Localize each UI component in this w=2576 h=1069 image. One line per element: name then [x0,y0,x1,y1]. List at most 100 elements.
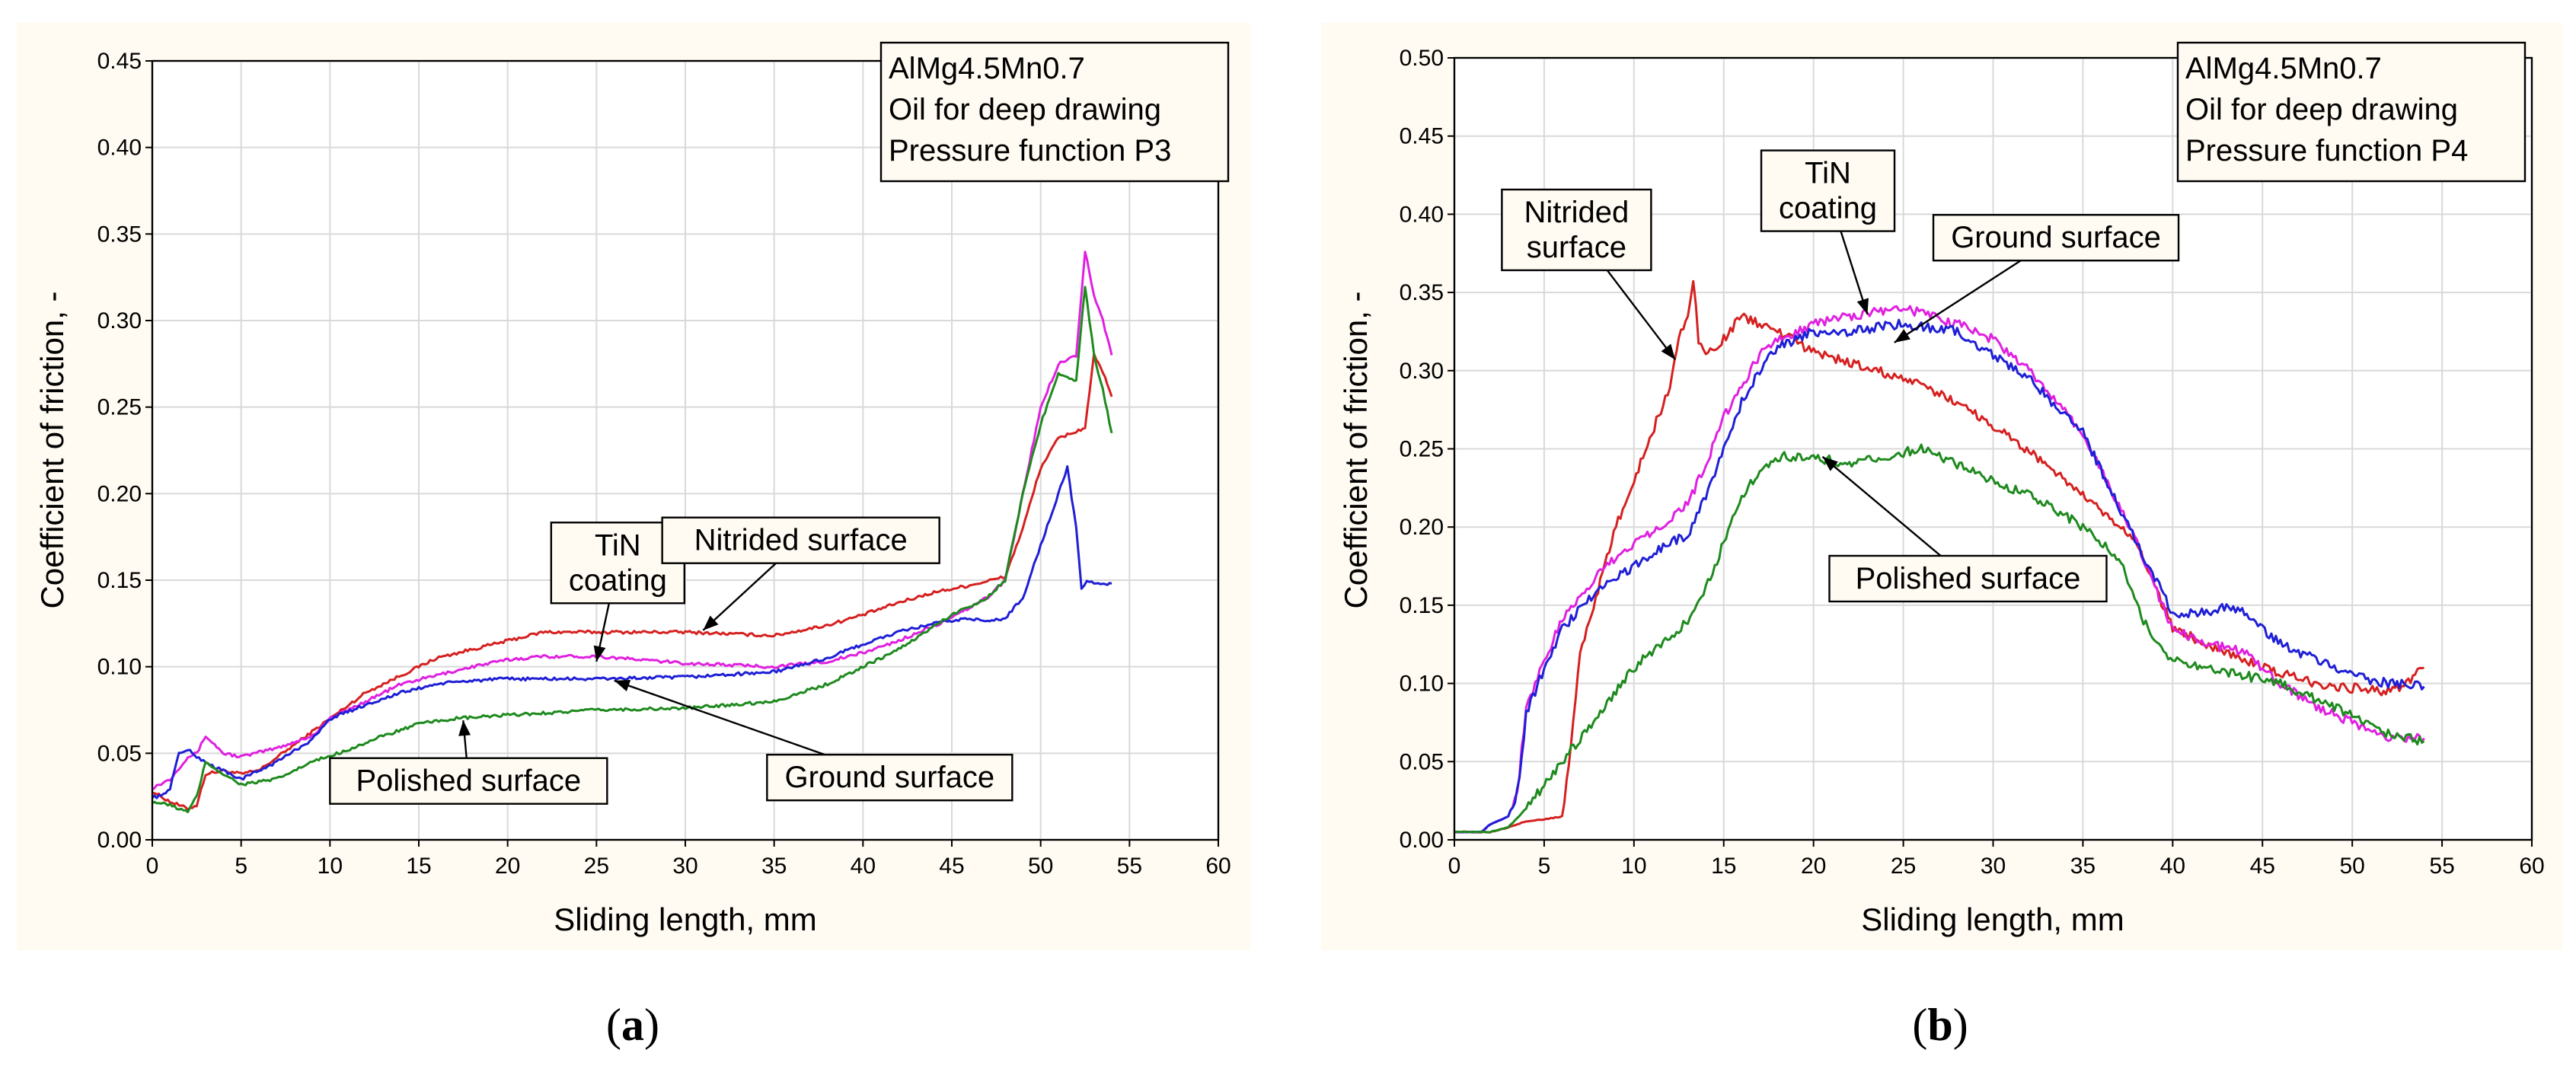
y-tick-label: 0.00 [1400,828,1444,853]
x-tick-label: 40 [851,854,876,879]
series-line-ground-surface [152,465,1112,799]
caption-a-close: ) [644,1000,659,1050]
annotation-3: Polished surface [1821,455,2108,603]
x-tick-label: 5 [235,854,247,879]
x-axis-label-a: Sliding length, mm [554,901,817,937]
annotation-arrowhead [1822,456,1838,471]
caption-b-letter: b [1927,1000,1952,1050]
annotation-box [766,753,1013,802]
info-box-b-frame [2176,41,2527,183]
caption-b-close: ) [1953,1000,1968,1050]
annotation-label: TiN [595,528,641,562]
x-tick-label: 40 [2160,854,2185,879]
plot-frame-b [1453,56,2533,841]
y-tick-label: 0.25 [1400,437,1444,462]
y-tick-label: 0.20 [1400,515,1444,540]
y-tick-label: 0.30 [97,308,142,333]
annotation-label: Polished surface [1856,562,2081,595]
series-line-nitrided-surface [152,353,1113,811]
y-tick-label: 0.45 [97,49,142,74]
x-tick-labels-b: 0 5 10 15 20 25 30 35 40 45 50 55 60 [1448,854,2545,879]
annotation-box [1932,214,2180,262]
series-group-b [1454,279,2425,834]
x-tick-label: 25 [1891,854,1916,879]
x-tick-label: 0 [1448,854,1461,879]
y-tick-label: 0.00 [97,828,142,853]
series-group-a [152,250,1113,814]
chart-panel-b: 0.00 0.05 0.10 0.15 0.20 0.25 0.30 0.35 0.40 0.45… [1321,23,2562,950]
annotation-label: coating [1779,192,1877,225]
annotation-label: surface [1527,231,1626,264]
y-tick-label: 0.05 [97,741,142,766]
y-tick-label: 0.15 [97,568,142,593]
info-box-a-frame [879,41,1230,183]
x-tick-label: 50 [1028,854,1053,879]
x-tick-label: 15 [406,854,431,879]
series-line-tin-coating [1454,305,2425,834]
y-tick-label: 0.15 [1400,593,1444,618]
x-tick-label: 55 [1117,854,1142,879]
series-line-tin-coating [152,250,1113,791]
y-axis-label-a: Coefficient of friction, - [34,291,70,608]
x-tick-labels-a: 0 5 10 15 20 25 30 35 40 45 50 55 60 [146,854,1231,879]
y-tick-label: 0.50 [1400,46,1444,71]
annotation-box [329,757,608,805]
x-tick-label: 45 [2250,854,2275,879]
annotation-3: Polished surface [329,720,608,805]
x-tick-label: 45 [939,854,964,879]
x-tick-label: 15 [1711,854,1736,879]
y-tick-label: 0.10 [97,655,142,680]
y-tick-label: 0.45 [1400,124,1444,149]
x-tick-label: 20 [495,854,520,879]
x-tick-label: 60 [1205,854,1231,879]
series-line-ground-surface [1454,318,2425,834]
y-tick-label: 0.25 [97,395,142,420]
x-tick-label: 0 [146,854,159,879]
subfigure-caption-a: (a) [606,1000,659,1050]
x-tick-label: 55 [2429,854,2454,879]
annotation-arrow [1894,260,2022,343]
annotation-label: Nitrided surface [694,524,908,557]
annotation-arrow [1821,455,1942,557]
y-tick-label: 0.40 [1400,202,1444,227]
annotation-arrowhead [614,679,631,692]
x-tick-label: 35 [2070,854,2096,879]
annotation-arrowhead [1661,343,1676,360]
annotation-arrowhead [593,645,606,662]
series-line-polished-surface [152,286,1113,814]
info-box-b-line-2: Oil for deep drawing [2185,93,2458,126]
annotation-label: TiN [1805,157,1851,190]
y-tick-labels-a: 0.00 0.05 0.10 0.15 0.20 0.25 0.30 0.35 0.40 0.45 [97,49,142,853]
annotation-label: Polished surface [356,764,581,798]
x-tick-label: 30 [672,854,697,879]
y-tick-label: 0.35 [97,222,142,247]
info-box-a: AlMg4.5Mn0.7 Oil for deep drawing Pressu… [879,41,1230,183]
x-tick-label: 60 [2519,854,2544,879]
series-line-polished-surface [1454,443,2425,834]
y-axis-label-b: Coefficient of friction, - [1338,291,1374,608]
y-tick-label: 0.20 [97,481,142,506]
chart-panel-a: 0.00 0.05 0.10 0.15 0.20 0.25 0.30 0.35 0.40 0.45… [17,23,1250,950]
ticks-b [1448,57,2533,847]
info-box-b: AlMg4.5Mn0.7 Oil for deep drawing Pressu… [2176,41,2527,183]
annotation-box [1828,554,2108,603]
annotation-arrowhead [703,615,719,630]
annotation-arrow [702,562,777,631]
plot-frame-a [151,59,1220,841]
caption-a-letter: a [621,1000,644,1050]
x-tick-label: 10 [318,854,343,879]
x-tick-label: 5 [1538,854,1551,879]
y-tick-label: 0.05 [1400,749,1444,774]
annotation-arrowhead [1856,298,1869,314]
annotation-box [1760,149,1896,232]
y-tick-label: 0.30 [1400,359,1444,384]
ticks-a [145,60,1219,847]
y-tick-label: 0.35 [1400,280,1444,305]
annotation-label: Ground surface [784,761,994,794]
annotation-arrowhead [458,720,471,736]
caption-b-open: ( [1912,1000,1927,1050]
x-axis-label-b: Sliding length, mm [1861,901,2124,937]
